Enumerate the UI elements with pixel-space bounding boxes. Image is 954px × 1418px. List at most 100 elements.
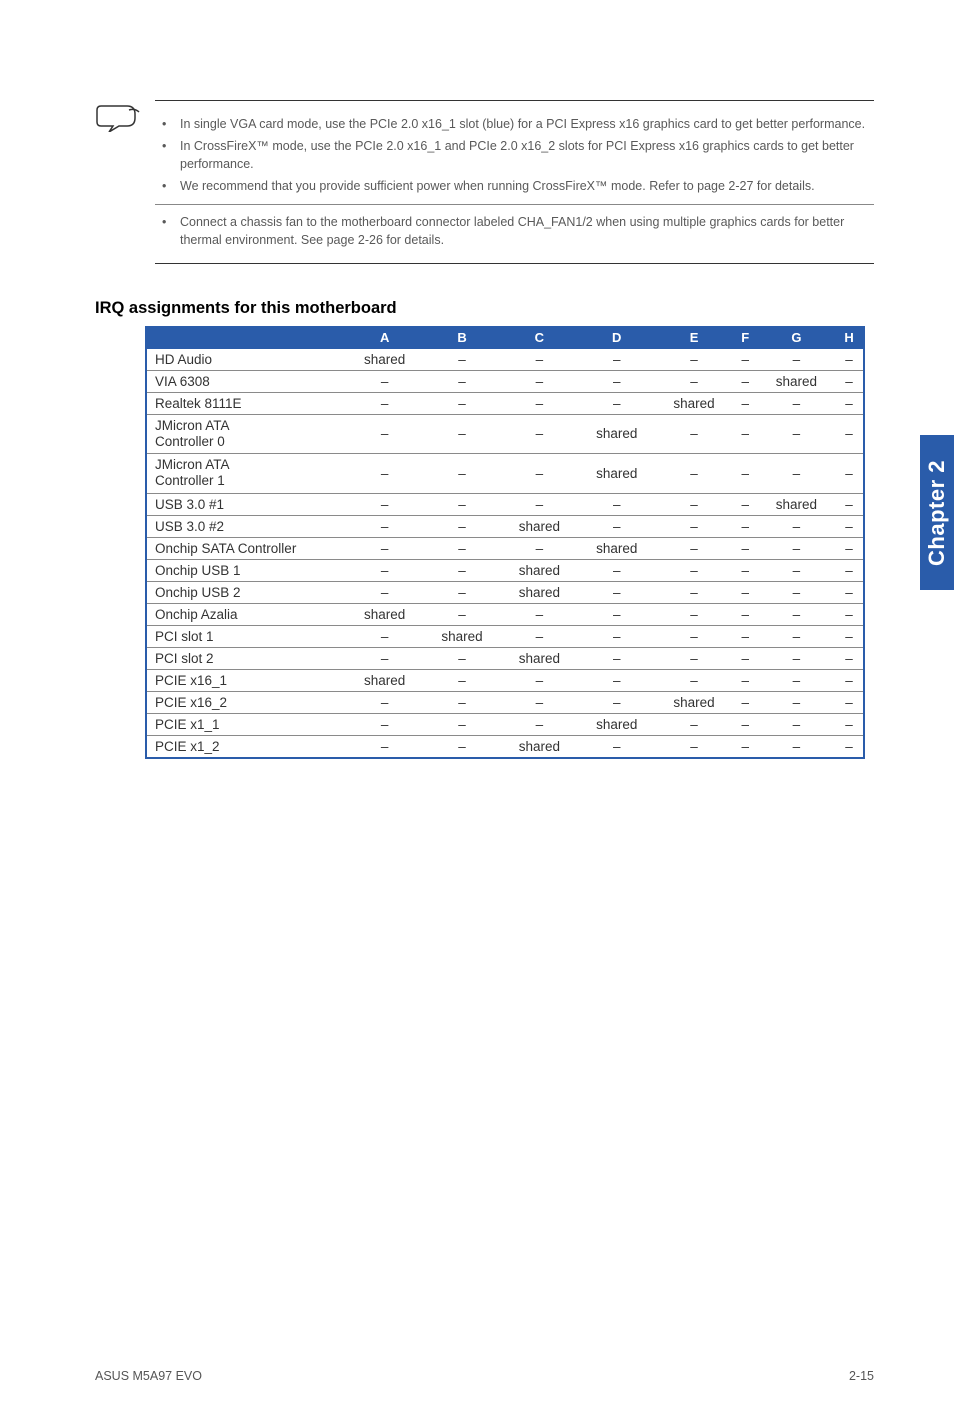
table-cell: – bbox=[346, 713, 423, 735]
table-row: PCI slot 1–shared–––––– bbox=[146, 625, 864, 647]
table-cell: shared bbox=[346, 669, 423, 691]
table-row: HD Audioshared––––––– bbox=[146, 349, 864, 371]
table-cell: – bbox=[758, 691, 835, 713]
table-cell: – bbox=[655, 493, 732, 515]
note-list: In single VGA card mode, use the PCIe 2.… bbox=[155, 115, 874, 196]
table-row-label: VIA 6308 bbox=[146, 370, 346, 392]
table-cell: – bbox=[835, 713, 864, 735]
table-cell: – bbox=[501, 493, 578, 515]
table-cell: – bbox=[733, 691, 758, 713]
table-cell: – bbox=[655, 581, 732, 603]
table-cell: – bbox=[423, 454, 500, 493]
table-cell: – bbox=[758, 603, 835, 625]
table-cell: – bbox=[423, 735, 500, 758]
table-cell: – bbox=[733, 735, 758, 758]
table-cell: – bbox=[423, 392, 500, 414]
table-cell: – bbox=[346, 581, 423, 603]
note-box: In single VGA card mode, use the PCIe 2.… bbox=[95, 100, 874, 264]
table-cell: – bbox=[578, 493, 655, 515]
table-cell: – bbox=[655, 454, 732, 493]
table-row-label: USB 3.0 #2 bbox=[146, 515, 346, 537]
table-header-cell: E bbox=[655, 326, 732, 349]
table-cell: – bbox=[346, 537, 423, 559]
table-cell: – bbox=[346, 493, 423, 515]
table-cell: – bbox=[578, 735, 655, 758]
table-header-cell: F bbox=[733, 326, 758, 349]
note-item: We recommend that you provide sufficient… bbox=[180, 177, 874, 195]
irq-table: ABCDEFGH HD Audioshared–––––––VIA 6308––… bbox=[145, 326, 865, 759]
table-cell: shared bbox=[758, 493, 835, 515]
table-cell: – bbox=[655, 559, 732, 581]
table-cell: – bbox=[501, 414, 578, 453]
table-cell: – bbox=[423, 581, 500, 603]
table-cell: – bbox=[758, 735, 835, 758]
table-cell: – bbox=[835, 669, 864, 691]
table-row: PCIE x1_2––shared––––– bbox=[146, 735, 864, 758]
table-cell: – bbox=[578, 370, 655, 392]
table-cell: – bbox=[423, 414, 500, 453]
table-header-cell: A bbox=[346, 326, 423, 349]
table-cell: – bbox=[758, 581, 835, 603]
table-cell: – bbox=[346, 370, 423, 392]
table-cell: – bbox=[758, 349, 835, 371]
table-row-label: JMicron ATAController 0 bbox=[146, 414, 346, 453]
table-row-label: PCIE x16_2 bbox=[146, 691, 346, 713]
table-cell: shared bbox=[578, 414, 655, 453]
table-cell: – bbox=[835, 735, 864, 758]
table-row: Onchip SATA Controller–––shared–––– bbox=[146, 537, 864, 559]
table-cell: – bbox=[758, 392, 835, 414]
table-row: Onchip USB 1––shared––––– bbox=[146, 559, 864, 581]
table-cell: – bbox=[346, 735, 423, 758]
table-cell: shared bbox=[346, 349, 423, 371]
table-cell: – bbox=[758, 625, 835, 647]
table-cell: – bbox=[835, 349, 864, 371]
table-cell: – bbox=[835, 559, 864, 581]
table-header-cell: C bbox=[501, 326, 578, 349]
table-cell: – bbox=[733, 349, 758, 371]
table-cell: – bbox=[835, 625, 864, 647]
table-cell: – bbox=[655, 713, 732, 735]
chapter-tab-label: Chapter 2 bbox=[924, 460, 950, 566]
footer-left: ASUS M5A97 EVO bbox=[95, 1369, 202, 1383]
table-cell: – bbox=[758, 647, 835, 669]
table-cell: – bbox=[733, 493, 758, 515]
table-body: HD Audioshared–––––––VIA 6308––––––share… bbox=[146, 349, 864, 758]
table-cell: – bbox=[733, 515, 758, 537]
table-cell: – bbox=[733, 647, 758, 669]
table-cell: shared bbox=[346, 603, 423, 625]
table-cell: – bbox=[655, 603, 732, 625]
table-cell: – bbox=[423, 713, 500, 735]
table-cell: – bbox=[423, 515, 500, 537]
table-cell: – bbox=[423, 537, 500, 559]
table-cell: shared bbox=[501, 559, 578, 581]
table-cell: – bbox=[758, 713, 835, 735]
table-cell: shared bbox=[578, 713, 655, 735]
table-cell: – bbox=[578, 603, 655, 625]
table-cell: – bbox=[835, 493, 864, 515]
table-cell: – bbox=[578, 559, 655, 581]
note-icon bbox=[95, 100, 155, 137]
table-cell: shared bbox=[758, 370, 835, 392]
table-row-label: HD Audio bbox=[146, 349, 346, 371]
table-cell: – bbox=[423, 691, 500, 713]
table-row-label: PCIE x1_1 bbox=[146, 713, 346, 735]
table-cell: – bbox=[758, 414, 835, 453]
table-cell: – bbox=[423, 559, 500, 581]
table-cell: – bbox=[578, 515, 655, 537]
table-row-label: PCI slot 1 bbox=[146, 625, 346, 647]
table-row-label: PCIE x1_2 bbox=[146, 735, 346, 758]
table-row: PCIE x16_2––––shared––– bbox=[146, 691, 864, 713]
table-row-label: PCIE x16_1 bbox=[146, 669, 346, 691]
table-header-row: ABCDEFGH bbox=[146, 326, 864, 349]
note-item: In CrossFireX™ mode, use the PCIe 2.0 x1… bbox=[180, 137, 874, 173]
table-cell: – bbox=[835, 647, 864, 669]
table-cell: – bbox=[733, 625, 758, 647]
table-cell: shared bbox=[578, 537, 655, 559]
table-row: Onchip Azaliashared––––––– bbox=[146, 603, 864, 625]
table-cell: – bbox=[835, 603, 864, 625]
table-cell: – bbox=[733, 370, 758, 392]
note-divider bbox=[155, 204, 874, 205]
table-row: USB 3.0 #1––––––shared– bbox=[146, 493, 864, 515]
table-cell: – bbox=[578, 647, 655, 669]
table-cell: – bbox=[835, 515, 864, 537]
